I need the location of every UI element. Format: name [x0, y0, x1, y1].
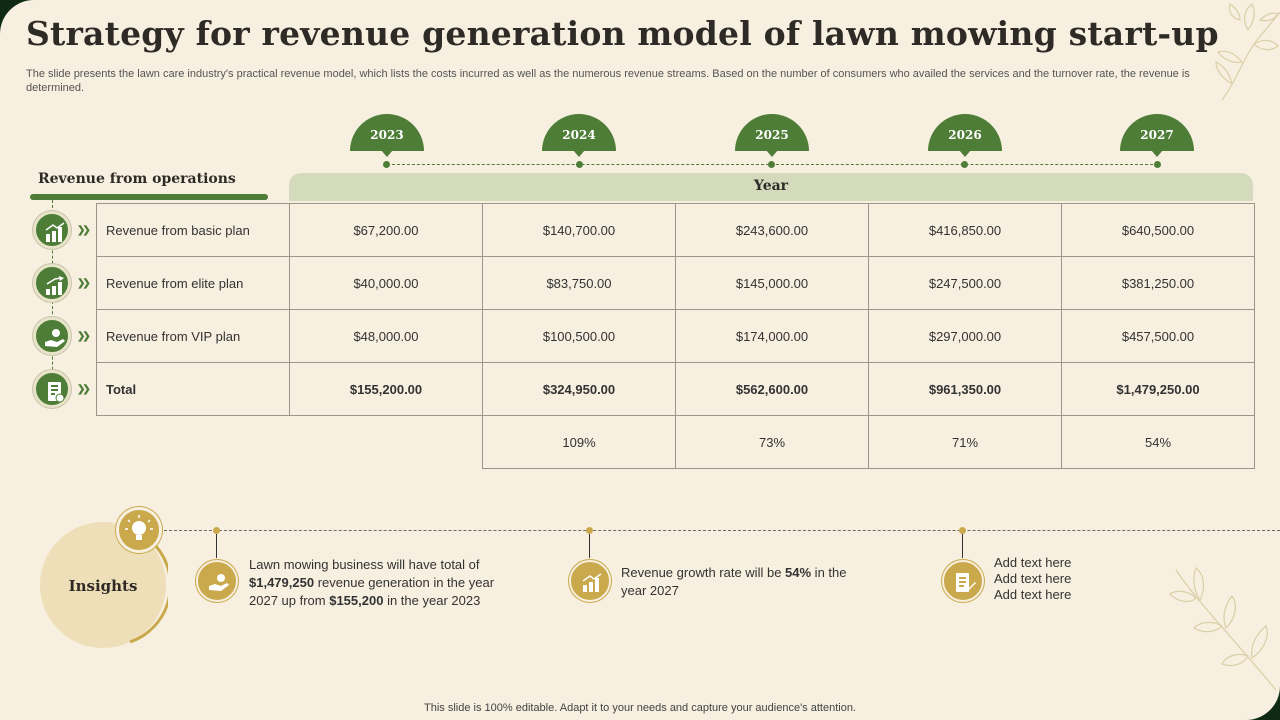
year-dot — [383, 161, 390, 168]
money-hand-icon — [196, 560, 238, 602]
year-tab: 2023 — [350, 114, 424, 157]
table-cell: $145,000.00 — [675, 256, 869, 310]
empty-cell — [96, 415, 290, 469]
table-cell: $324,950.00 — [482, 362, 676, 416]
year-tab: 2025 — [735, 114, 809, 157]
growth-cell: 73% — [675, 415, 869, 469]
operations-underline — [30, 194, 268, 200]
table-row: Revenue from VIP plan $48,000.00 $100,50… — [96, 309, 1255, 363]
table-row: Revenue from basic plan $67,200.00 $140,… — [96, 203, 1255, 257]
empty-cell — [289, 415, 483, 469]
revenue-table: Revenue from basic plan $67,200.00 $140,… — [96, 203, 1255, 469]
row-label: Revenue from elite plan — [96, 256, 290, 310]
flower-decoration-icon — [1215, 3, 1280, 101]
year-header: Year — [289, 173, 1253, 201]
table-cell: $416,850.00 — [868, 203, 1062, 257]
table-cell: $1,479,250.00 — [1061, 362, 1255, 416]
table-cell: $381,250.00 — [1061, 256, 1255, 310]
footer-note: This slide is 100% editable. Adapt it to… — [424, 702, 856, 714]
leaf-decoration-icon — [1169, 567, 1277, 691]
insight-stem — [216, 534, 217, 558]
table-cell: $457,500.00 — [1061, 309, 1255, 363]
money-chart-icon — [33, 211, 71, 249]
total-row: Total $155,200.00 $324,950.00 $562,600.0… — [96, 362, 1255, 416]
chevron-right-icon: ❯❯ — [77, 225, 91, 236]
year-dot — [1154, 161, 1161, 168]
table-cell: $640,500.00 — [1061, 203, 1255, 257]
table-cell: $83,750.00 — [482, 256, 676, 310]
hand-money-icon — [33, 317, 71, 355]
growth-row: 109% 73% 71% 54% — [96, 415, 1255, 469]
report-icon — [33, 370, 71, 408]
year-dot — [768, 161, 775, 168]
table-cell: $40,000.00 — [289, 256, 483, 310]
year-dot — [961, 161, 968, 168]
table-cell: $155,200.00 — [289, 362, 483, 416]
table-cell: $48,000.00 — [289, 309, 483, 363]
row-label: Revenue from basic plan — [96, 203, 290, 257]
insight-dot — [213, 527, 220, 534]
growth-cell: 54% — [1061, 415, 1255, 469]
table-cell: $140,700.00 — [482, 203, 676, 257]
table-cell: $562,600.00 — [675, 362, 869, 416]
row-label: Total — [96, 362, 290, 416]
lightbulb-icon — [116, 507, 162, 553]
table-cell: $247,500.00 — [868, 256, 1062, 310]
growth-cell: 71% — [868, 415, 1062, 469]
insight-text-2: Revenue growth rate will be 54% in the y… — [621, 565, 847, 598]
table-row: Revenue from elite plan $40,000.00 $83,7… — [96, 256, 1255, 310]
growth-cell: 109% — [482, 415, 676, 469]
year-tab: 2027 — [1120, 114, 1194, 157]
page-subtitle: The slide presents the lawn care industr… — [26, 68, 1190, 94]
growth-bars-icon — [33, 264, 71, 302]
year-dot — [576, 161, 583, 168]
table-cell: $961,350.00 — [868, 362, 1062, 416]
chevron-right-icon: ❯❯ — [77, 278, 91, 289]
document-edit-icon — [942, 560, 984, 602]
insights-arc — [129, 540, 168, 644]
year-tab: 2026 — [928, 114, 1002, 157]
chevron-right-icon: ❯❯ — [77, 331, 91, 342]
insight-dot — [586, 527, 593, 534]
operations-label: Revenue from operations — [38, 171, 236, 187]
insights-connector-line — [164, 530, 1280, 531]
table-cell: $100,500.00 — [482, 309, 676, 363]
table-cell: $67,200.00 — [289, 203, 483, 257]
insight-text-3: Add text here Add text here Add text her… — [994, 555, 1072, 602]
table-cell: $297,000.00 — [868, 309, 1062, 363]
chevron-right-icon: ❯❯ — [77, 384, 91, 395]
page-title: Strategy for revenue generation model of… — [26, 14, 1219, 53]
year-tab: 2024 — [542, 114, 616, 157]
insight-text-1: Lawn mowing business will have total of … — [249, 557, 495, 608]
table-cell: $243,600.00 — [675, 203, 869, 257]
growth-chart-icon — [569, 560, 611, 602]
insight-dot — [959, 527, 966, 534]
row-label: Revenue from VIP plan — [96, 309, 290, 363]
insight-stem — [962, 534, 963, 558]
insight-stem — [589, 534, 590, 558]
table-cell: $174,000.00 — [675, 309, 869, 363]
